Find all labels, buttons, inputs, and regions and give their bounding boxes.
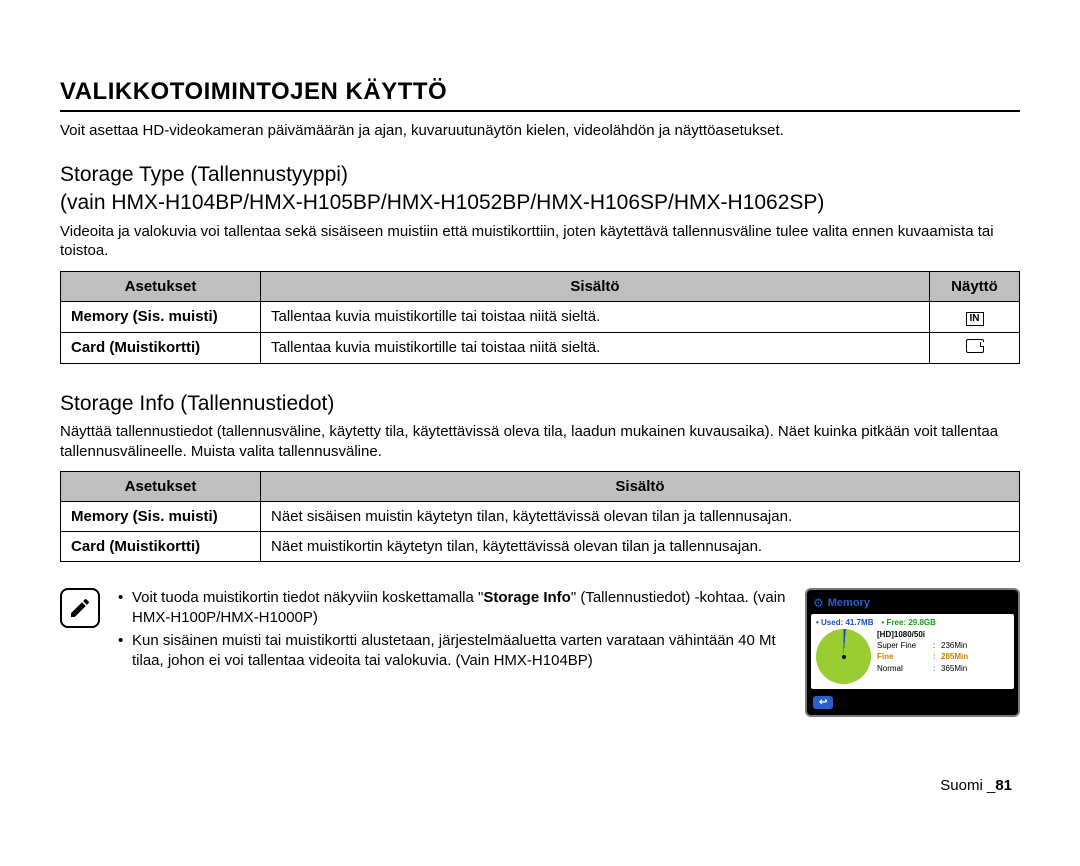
th-sisalto: Sisältö (261, 472, 1020, 502)
cell-setting: Memory (Sis. muisti) (61, 301, 261, 332)
back-button[interactable]: ↩ (813, 696, 833, 709)
preview-title: Memory (828, 597, 870, 609)
q-lbl: Super Fine (877, 640, 933, 651)
note-item: Kun sisäinen muisti tai muistikortti alu… (118, 631, 791, 672)
q-lbl: Fine (877, 651, 933, 662)
q-val: 236Min (941, 640, 967, 651)
cell-setting: Memory (Sis. muisti) (61, 502, 261, 532)
cell-icon: IN (930, 301, 1020, 332)
storage-type-table: Asetukset Sisältö Näyttö Memory (Sis. mu… (60, 271, 1020, 364)
used-free-row: Used: 41.7MB Free: 29.8GB (816, 618, 1009, 627)
gear-icon: ⚙ (813, 596, 824, 610)
table-row: Memory (Sis. muisti) Näet sisäisen muist… (61, 502, 1020, 532)
used-label: Used: 41.7MB (816, 618, 874, 627)
cell-content: Näet sisäisen muistin käytetyn tilan, kä… (261, 502, 1020, 532)
cell-content: Tallentaa kuvia muistikortille tai toist… (261, 332, 930, 363)
notes-block: Voit tuoda muistikortin tiedot näkyviin … (60, 588, 1020, 717)
cell-content: Tallentaa kuvia muistikortille tai toist… (261, 301, 930, 332)
hd-mode: [HD]1080/50i (877, 629, 1009, 640)
q-val: 365Min (941, 663, 967, 674)
table-row: Card (Muistikortti) Näet muistikortin kä… (61, 532, 1020, 562)
section1-desc: Videoita ja valokuvia voi tallentaa sekä… (60, 222, 1020, 261)
page-title: VALIKKOTOIMINTOJEN KÄYTTÖ (60, 78, 1020, 112)
card-icon (966, 339, 984, 353)
table-header-row: Asetukset Sisältö (61, 472, 1020, 502)
th-asetukset: Asetukset (61, 271, 261, 301)
page-footer: Suomi _81 (60, 777, 1020, 794)
pie-chart (816, 629, 871, 684)
th-sisalto: Sisältö (261, 271, 930, 301)
storage-info-table: Asetukset Sisältö Memory (Sis. muisti) N… (60, 471, 1020, 562)
internal-memory-icon: IN (966, 312, 984, 326)
cell-content: Näet muistikortin käytetyn tilan, käytet… (261, 532, 1020, 562)
cell-icon (930, 332, 1020, 363)
note-item: Voit tuoda muistikortin tiedot näkyviin … (118, 588, 791, 629)
preview-footer: ↩ (811, 689, 1014, 711)
preview-header: ⚙ Memory (811, 594, 1014, 614)
cell-setting: Card (Muistikortti) (61, 332, 261, 363)
table-row: Card (Muistikortti) Tallentaa kuvia muis… (61, 332, 1020, 363)
notes-list: Voit tuoda muistikortin tiedot näkyviin … (114, 588, 791, 673)
quality-row: Fine:285Min (877, 651, 1009, 662)
intro-text: Voit asettaa HD-videokameran päivämäärän… (60, 122, 1020, 139)
note1-b: Storage Info (483, 589, 571, 606)
cell-setting: Card (Muistikortti) (61, 532, 261, 562)
note1-a: Voit tuoda muistikortin tiedot näkyviin … (132, 589, 483, 606)
storage-info-preview: ⚙ Memory Used: 41.7MB Free: 29.8GB [HD]1… (805, 588, 1020, 717)
section2-desc: Näyttää tallennustiedot (tallennusväline… (60, 422, 1020, 461)
section1-heading-line2: (vain HMX-H104BP/HMX-H105BP/HMX-H1052BP/… (60, 191, 824, 214)
q-lbl: Normal (877, 663, 933, 674)
pencil-icon (68, 596, 92, 620)
page-number: 81 (995, 777, 1012, 794)
quality-row: Super Fine:236Min (877, 640, 1009, 651)
quality-list: [HD]1080/50i Super Fine:236Min Fine:285M… (877, 629, 1009, 674)
quality-row: Normal:365Min (877, 663, 1009, 674)
section1-heading-line1: Storage Type (Tallennustyyppi) (60, 163, 348, 186)
preview-panel: Used: 41.7MB Free: 29.8GB [HD]1080/50i S… (811, 614, 1014, 689)
q-val: 285Min (941, 651, 968, 662)
note-icon (60, 588, 100, 628)
table-header-row: Asetukset Sisältö Näyttö (61, 271, 1020, 301)
table-row: Memory (Sis. muisti) Tallentaa kuvia mui… (61, 301, 1020, 332)
footer-label: Suomi _ (940, 777, 995, 794)
section1-heading: Storage Type (Tallennustyyppi) (vain HMX… (60, 161, 1020, 218)
section2-heading: Storage Info (Tallennustiedot) (60, 390, 1020, 418)
free-label: Free: 29.8GB (882, 618, 936, 627)
th-asetukset: Asetukset (61, 472, 261, 502)
th-naytto: Näyttö (930, 271, 1020, 301)
